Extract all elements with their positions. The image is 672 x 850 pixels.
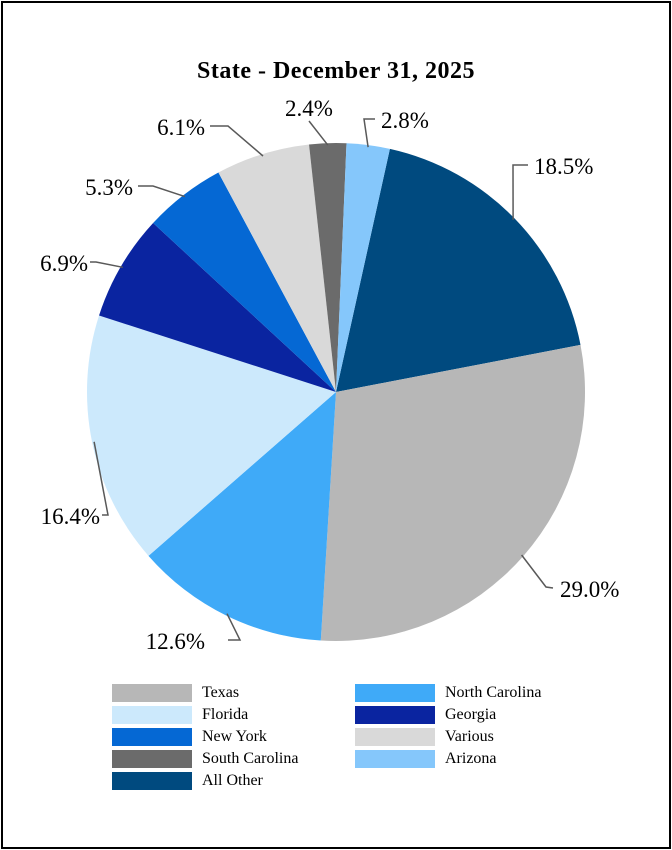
leader-line: [138, 185, 186, 198]
leader-line: [521, 554, 554, 589]
legend: Texas North Carolina Florida Georgia New Yor…: [112, 683, 572, 793]
legend-item: New York: [112, 727, 267, 747]
pie-slice-texas: [320, 344, 586, 642]
pie-slice-all-other: [336, 148, 581, 392]
pie-slice-north-carolina: [148, 392, 336, 641]
legend-swatch: [355, 706, 435, 724]
legend-label: South Carolina: [202, 750, 299, 767]
pie-slice-south-carolina: [309, 142, 347, 392]
legend-swatch: [112, 706, 192, 724]
pie-slice-florida: [86, 315, 336, 556]
leader-line: [93, 441, 109, 516]
pie-slice-new-york: [153, 172, 336, 392]
legend-swatch: [112, 772, 192, 790]
data-label: 12.6%: [146, 629, 205, 654]
legend-swatch: [355, 750, 435, 768]
legend-label: New York: [202, 728, 267, 745]
legend-label: All Other: [202, 772, 263, 789]
pie-slice-georgia: [99, 223, 336, 392]
data-label: 18.5%: [534, 154, 593, 179]
legend-item: All Other: [112, 771, 263, 791]
legend-label: Arizona: [445, 750, 497, 767]
leader-line: [363, 118, 375, 148]
legend-label: Florida: [202, 706, 249, 723]
leader-line: [226, 613, 242, 641]
legend-item: Various: [355, 727, 494, 747]
data-label: 2.4%: [285, 96, 333, 121]
data-label: 2.8%: [381, 108, 429, 133]
leader-line: [90, 261, 123, 269]
data-label: 16.4%: [41, 504, 100, 529]
legend-item: Texas: [112, 683, 239, 703]
legend-label: Texas: [202, 684, 240, 701]
legend-swatch: [112, 684, 192, 702]
data-label: 6.9%: [40, 251, 88, 276]
legend-swatch: [355, 728, 435, 746]
pie-slice-various: [218, 144, 336, 392]
pie-slice-arizona: [336, 143, 390, 392]
legend-swatch: [112, 750, 192, 768]
leader-line: [308, 120, 329, 146]
legend-item: Florida: [112, 705, 248, 725]
legend-item: Georgia: [355, 705, 496, 725]
legend-item: South Carolina: [112, 749, 298, 769]
legend-label: Various: [445, 728, 494, 745]
data-label: 29.0%: [560, 577, 619, 602]
leader-line: [512, 164, 528, 220]
legend-item: Arizona: [355, 749, 497, 769]
legend-swatch: [112, 728, 192, 746]
data-label: 5.3%: [85, 175, 133, 200]
data-label: 6.1%: [157, 115, 205, 140]
legend-label: Georgia: [445, 706, 497, 723]
legend-label: North Carolina: [445, 684, 542, 701]
chart-title: State - December 31, 2025: [197, 58, 475, 84]
legend-swatch: [355, 684, 435, 702]
legend-item: North Carolina: [355, 683, 541, 703]
leader-line: [210, 125, 264, 157]
